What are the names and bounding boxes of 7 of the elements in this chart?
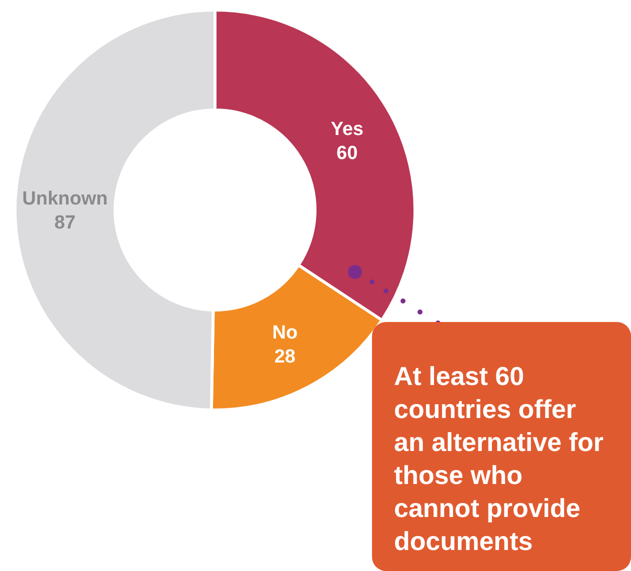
data-label: 60 [336, 142, 358, 164]
text: At least 60 countries offer an alternative for those who cannot provide documents [394, 361, 604, 556]
data-label: 28 [274, 346, 296, 368]
data-label: 87 [54, 212, 76, 234]
slice-label: Yes [330, 118, 364, 140]
slice-label: Unknown [22, 188, 108, 210]
slice-label: No [272, 322, 298, 344]
